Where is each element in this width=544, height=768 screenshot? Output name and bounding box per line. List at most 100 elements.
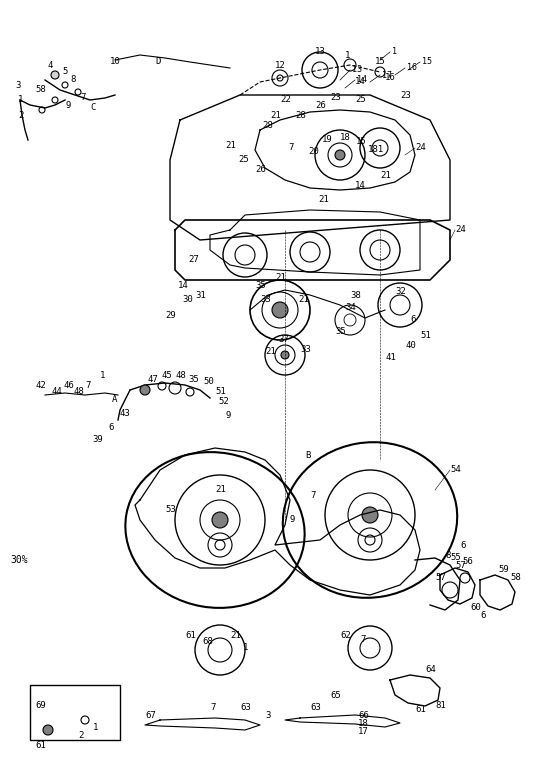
Text: 28: 28 [262, 121, 273, 130]
Text: 57: 57 [455, 561, 466, 570]
Text: 16: 16 [407, 64, 417, 72]
Text: 34: 34 [345, 303, 356, 313]
Text: 15: 15 [356, 137, 367, 147]
Text: 181: 181 [368, 145, 384, 154]
Text: 66: 66 [358, 710, 369, 720]
Text: 31: 31 [195, 290, 206, 300]
Circle shape [140, 385, 150, 395]
Text: 17: 17 [382, 71, 392, 80]
Circle shape [362, 507, 378, 523]
Text: 7: 7 [360, 635, 366, 644]
Text: 13: 13 [352, 65, 362, 74]
Text: 4: 4 [48, 61, 53, 69]
Text: 15: 15 [422, 58, 432, 67]
Text: 18: 18 [358, 719, 369, 727]
Text: 1: 1 [100, 370, 106, 379]
Text: 35: 35 [255, 280, 266, 290]
Text: 39: 39 [92, 435, 103, 445]
Text: 24: 24 [415, 144, 426, 153]
Text: 68: 68 [202, 637, 213, 647]
Text: 63: 63 [240, 703, 251, 713]
Text: 7: 7 [310, 491, 316, 499]
Text: 63: 63 [310, 703, 321, 713]
Text: 3: 3 [15, 81, 20, 90]
Circle shape [272, 302, 288, 318]
Text: 30: 30 [182, 296, 193, 304]
Text: B: B [305, 451, 311, 459]
Text: A: A [112, 396, 118, 405]
Text: 14: 14 [357, 75, 367, 84]
Text: 30%: 30% [10, 555, 28, 565]
Text: 52: 52 [218, 398, 228, 406]
Text: 10: 10 [110, 58, 121, 67]
Text: 16: 16 [385, 74, 395, 82]
Text: 33: 33 [260, 296, 271, 304]
Text: 41: 41 [385, 353, 395, 362]
Text: 57: 57 [435, 574, 446, 582]
Text: 25: 25 [355, 95, 366, 104]
Text: 37: 37 [278, 336, 289, 345]
Text: 29: 29 [165, 310, 176, 319]
Text: 6: 6 [410, 316, 416, 325]
Text: 13: 13 [315, 48, 326, 57]
Text: 43: 43 [120, 409, 131, 418]
Text: 9: 9 [65, 101, 70, 110]
Text: 21: 21 [230, 631, 241, 640]
Text: 7: 7 [85, 380, 90, 389]
Text: 14: 14 [178, 280, 189, 290]
Text: 1: 1 [243, 644, 249, 653]
Text: 58: 58 [35, 85, 46, 94]
Text: 25: 25 [238, 155, 249, 164]
Circle shape [335, 150, 345, 160]
Text: 56: 56 [462, 558, 473, 567]
Text: D: D [155, 58, 160, 67]
Text: 23: 23 [330, 94, 341, 102]
Circle shape [281, 351, 289, 359]
Text: 21: 21 [318, 196, 329, 204]
Text: 81: 81 [435, 700, 446, 710]
Circle shape [43, 725, 53, 735]
Text: 35: 35 [188, 376, 199, 385]
Text: 40: 40 [405, 340, 416, 349]
Text: 55: 55 [450, 554, 461, 562]
Text: 26: 26 [255, 165, 266, 174]
Text: 53: 53 [165, 505, 176, 515]
Text: 6: 6 [460, 541, 465, 549]
Text: 67: 67 [145, 711, 156, 720]
Text: 35: 35 [335, 327, 346, 336]
Text: 46: 46 [63, 380, 74, 389]
Text: 1: 1 [345, 51, 350, 59]
Text: 24: 24 [455, 226, 466, 234]
Bar [30, 685, 120, 740]
Text: 14: 14 [355, 78, 366, 87]
Text: 12: 12 [275, 61, 286, 69]
Text: 42: 42 [35, 380, 46, 389]
Text: 17: 17 [358, 727, 369, 736]
Text: 65: 65 [330, 690, 341, 700]
Text: 8: 8 [445, 551, 450, 560]
Text: 6: 6 [108, 423, 113, 432]
Text: 22: 22 [280, 95, 290, 104]
Text: 9: 9 [225, 411, 230, 419]
Text: 7: 7 [210, 703, 215, 713]
Text: 20: 20 [308, 147, 319, 157]
Text: 59: 59 [498, 565, 509, 574]
Text: 27: 27 [188, 256, 199, 264]
Text: 18: 18 [340, 134, 351, 143]
Text: 38: 38 [350, 290, 361, 300]
Text: 28: 28 [295, 111, 306, 120]
Text: 9: 9 [290, 515, 295, 525]
Text: 61: 61 [35, 740, 46, 750]
Text: 21: 21 [225, 141, 236, 150]
Text: 23: 23 [400, 91, 411, 100]
Text: 1: 1 [18, 95, 23, 104]
Text: 33: 33 [300, 346, 311, 355]
Circle shape [212, 512, 228, 528]
Text: 15: 15 [375, 58, 386, 67]
Text: 21: 21 [380, 170, 391, 180]
Text: 60: 60 [470, 604, 481, 613]
Text: 32: 32 [395, 287, 406, 296]
Text: 21: 21 [270, 111, 281, 120]
Text: 21: 21 [298, 296, 309, 304]
Text: 62: 62 [340, 631, 351, 640]
